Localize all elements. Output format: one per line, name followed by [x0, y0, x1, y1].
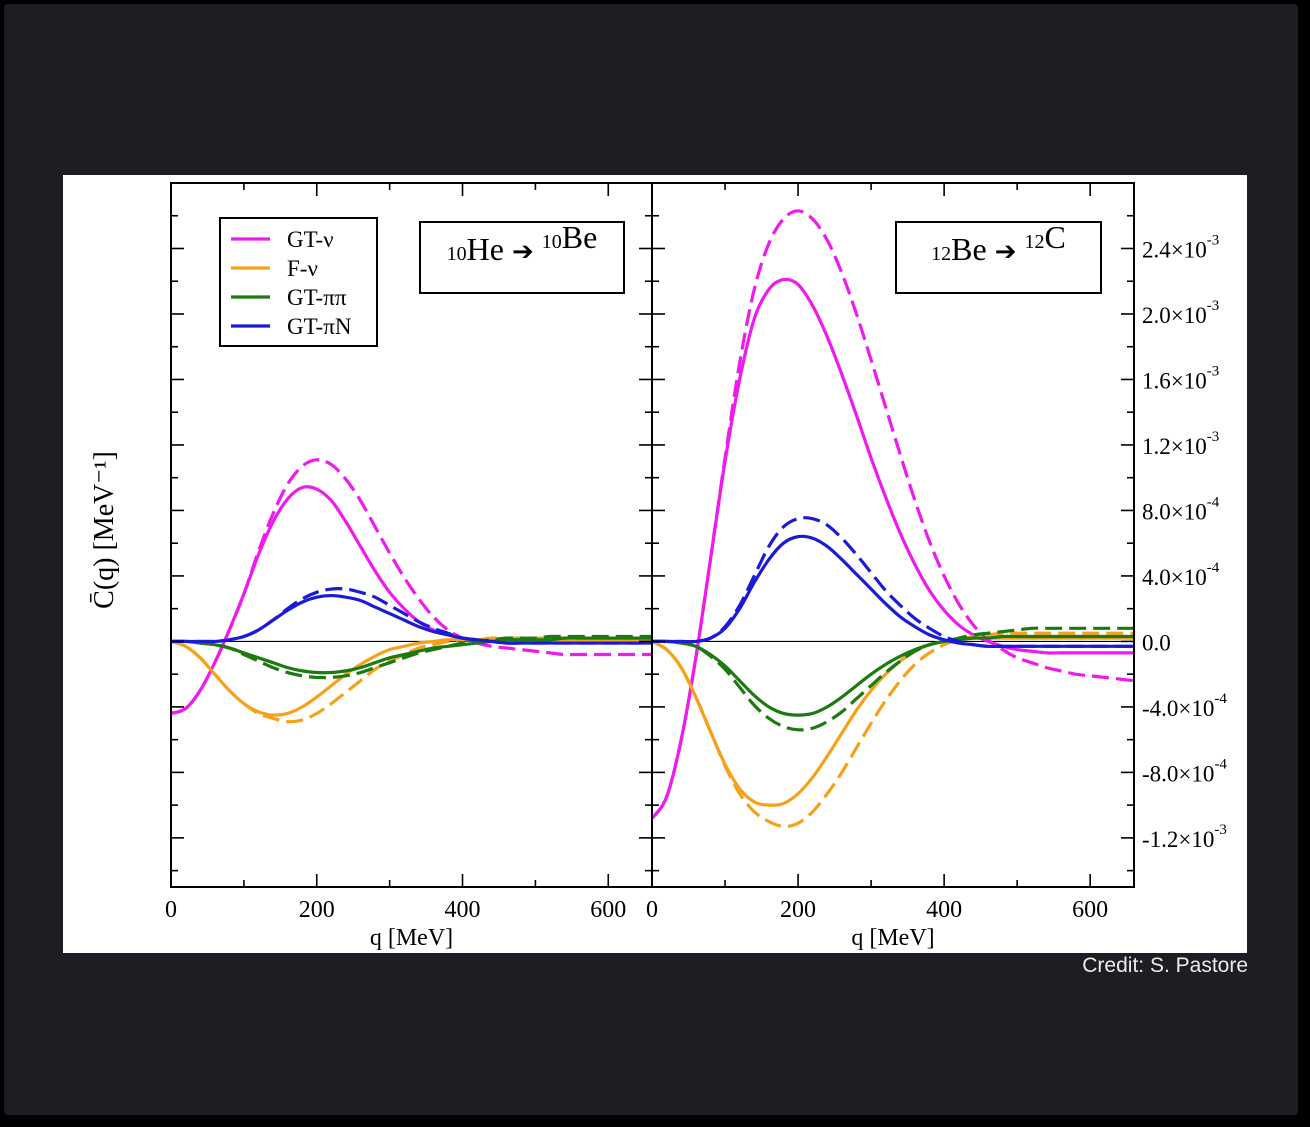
y-tick-mantissa: -4.0×10 [1142, 696, 1214, 721]
x-tick-label: 400 [926, 897, 962, 923]
y-tick-mantissa: -1.2×10 [1142, 827, 1214, 852]
y-tick-mantissa: 4.0×10 [1142, 565, 1207, 590]
y-tick-label: -8.0×10-4 [1142, 756, 1227, 786]
arrow-icon: ➔ [995, 237, 1017, 266]
series-line-gt-nu-solid [171, 485, 652, 716]
y-tick-label: 4.0×10-4 [1142, 560, 1220, 590]
legend-label-gt-pipi: GT-ππ [287, 285, 347, 310]
x-tick-label: 600 [590, 897, 626, 923]
figure-panel: 0 200 400 600 q [MeV] 10He ➔ 10Be 0 200 400 600 q … [63, 175, 1247, 953]
series-line-gt-pin-dashed [652, 516, 1134, 649]
reaction-title-box [895, 221, 1102, 294]
y-axis-label: C̄(q) [MeV⁻¹] [89, 451, 120, 609]
series-line-gt-pin-solid [652, 534, 1134, 649]
y-tick-label: -1.2×10-3 [1142, 822, 1227, 852]
series-line-gt-pipi-solid [652, 634, 1134, 717]
legend-label-gt-nu: GT-ν [287, 227, 334, 252]
y-tick-label: 0.0 [1142, 630, 1171, 655]
y-tick-exponent: -3 [1207, 232, 1220, 248]
y-tick-mantissa: 1.6×10 [1142, 368, 1207, 393]
x-tick-label: 400 [445, 897, 481, 923]
element-symbol: C [1045, 219, 1066, 255]
mass-number: 10 [447, 243, 467, 265]
series-line-gt-pin-dashed [171, 587, 652, 645]
y-tick-mantissa: 2.0×10 [1142, 303, 1207, 328]
y-tick-label: 1.2×10-3 [1142, 429, 1219, 459]
y-tick-mantissa: -8.0×10 [1142, 761, 1214, 786]
x-axis-label: q [MeV] [370, 925, 453, 951]
x-tick-label: 0 [165, 897, 177, 923]
x-axis-label: q [MeV] [851, 925, 934, 951]
element-symbol: Be [562, 219, 598, 255]
y-tick-exponent: -4 [1207, 560, 1220, 576]
y-tick-exponent: -4 [1214, 756, 1227, 772]
curves [652, 209, 1134, 829]
y-tick-label: -4.0×10-4 [1142, 691, 1227, 721]
y-tick-label: 2.0×10-3 [1142, 298, 1219, 328]
credit-text: Credit: S. Pastore [1082, 954, 1248, 977]
y-tick-exponent: -3 [1207, 429, 1220, 445]
x-tick-label: 200 [299, 897, 335, 923]
x-tick-label: 0 [646, 897, 658, 923]
legend-label-f-nu: F-ν [287, 256, 318, 281]
mass-number: 12 [931, 243, 951, 265]
series-line-f-nu-dashed [652, 631, 1134, 829]
reaction-title: 10He ➔ 10Be [447, 219, 598, 267]
y-tick-mantissa: 1.2×10 [1142, 434, 1207, 459]
series-line-gt-pipi-dashed [171, 634, 652, 680]
reaction-title: 12Be ➔ 12C [931, 219, 1066, 267]
element-symbol: Be [951, 231, 995, 267]
legend: GT-ν F-ν GT-ππ GT-πN [219, 217, 378, 347]
y-tick-exponent: -3 [1214, 822, 1227, 838]
y-tick-label: 1.6×10-3 [1142, 363, 1219, 393]
panel-frame [651, 182, 1135, 888]
series-line-gt-nu-dashed [652, 209, 1134, 820]
series-line-gt-nu-solid [652, 277, 1134, 820]
legend-label-gt-pin: GT-πN [287, 314, 352, 339]
x-tick-label: 600 [1072, 897, 1108, 923]
mass-number: 10 [542, 231, 562, 253]
y-tick-exponent: -3 [1207, 363, 1220, 379]
curves [171, 458, 652, 724]
series-line-gt-nu-dashed [171, 458, 652, 716]
y-tick-mantissa: 0.0 [1142, 630, 1171, 655]
y-tick-exponent: -4 [1207, 494, 1220, 510]
y-tick-label: 8.0×10-4 [1142, 494, 1220, 524]
x-tick-label: 200 [780, 897, 816, 923]
element-symbol [534, 231, 542, 267]
element-symbol: He [467, 231, 512, 267]
y-tick-exponent: -4 [1214, 691, 1227, 707]
y-tick-label: 2.4×10-3 [1142, 232, 1219, 262]
series-line-gt-pipi-dashed [652, 626, 1134, 732]
series-line-f-nu-solid [652, 636, 1134, 807]
element-symbol [1017, 231, 1025, 267]
arrow-icon: ➔ [512, 237, 534, 266]
mass-number: 12 [1025, 231, 1045, 253]
y-tick-exponent: -3 [1207, 298, 1220, 314]
y-tick-mantissa: 8.0×10 [1142, 499, 1207, 524]
reaction-title-box [419, 221, 625, 294]
series-line-f-nu-dashed [171, 636, 652, 724]
y-tick-mantissa: 2.4×10 [1142, 237, 1207, 262]
